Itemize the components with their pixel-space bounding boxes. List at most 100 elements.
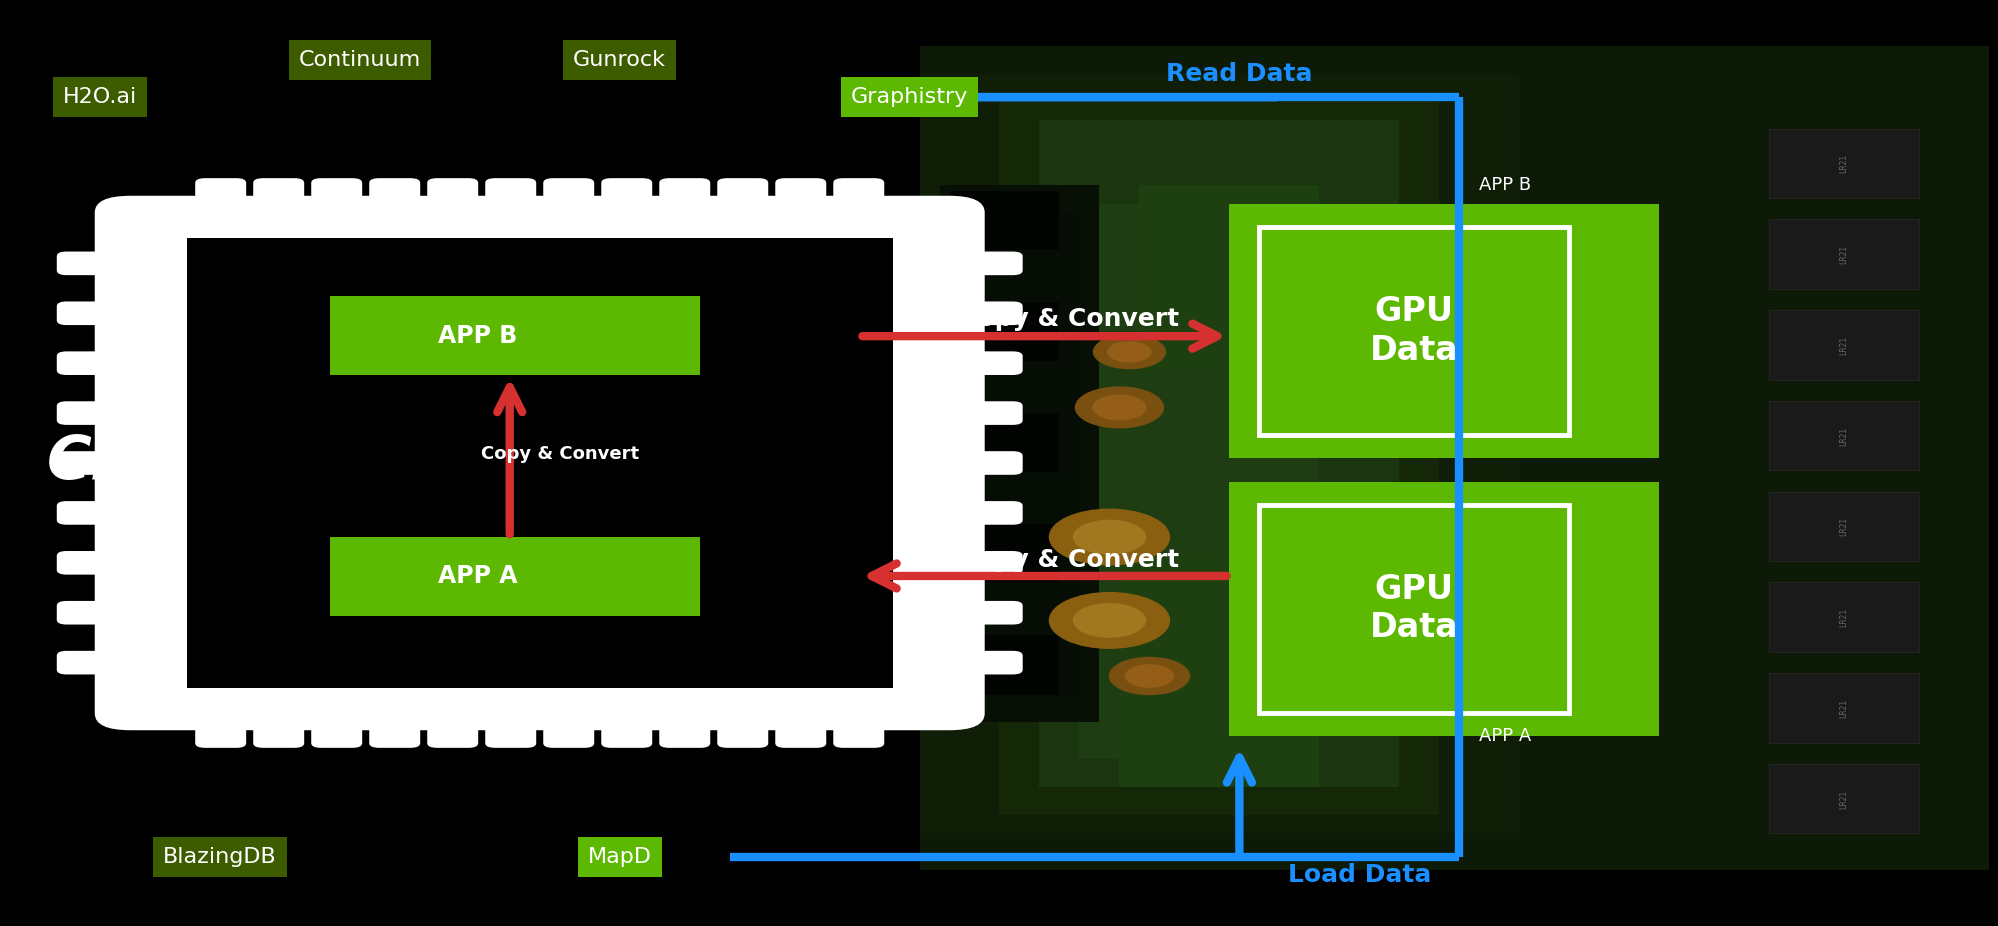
Circle shape [1107, 342, 1151, 362]
Circle shape [1093, 395, 1145, 419]
FancyBboxPatch shape [254, 178, 304, 217]
Text: LR21: LR21 [1838, 336, 1848, 355]
FancyBboxPatch shape [919, 74, 1518, 833]
Text: MapD: MapD [587, 846, 651, 867]
Circle shape [1109, 657, 1189, 694]
Text: LR21: LR21 [1838, 427, 1848, 445]
FancyBboxPatch shape [601, 178, 651, 217]
FancyBboxPatch shape [1768, 219, 1918, 289]
Text: APP B: APP B [438, 324, 517, 347]
FancyBboxPatch shape [370, 709, 420, 748]
Text: APP A: APP A [438, 565, 517, 588]
Text: Continuum: Continuum [298, 50, 422, 70]
FancyBboxPatch shape [949, 412, 1059, 472]
Circle shape [1125, 665, 1173, 687]
Text: Copy & Convert: Copy & Convert [959, 307, 1179, 332]
Text: H2O.ai: H2O.ai [62, 87, 138, 107]
FancyBboxPatch shape [1079, 204, 1319, 759]
FancyBboxPatch shape [601, 709, 651, 748]
FancyBboxPatch shape [717, 709, 767, 748]
FancyBboxPatch shape [1768, 764, 1918, 833]
Text: LR21: LR21 [1838, 518, 1848, 536]
FancyBboxPatch shape [949, 634, 1059, 694]
FancyBboxPatch shape [959, 213, 1079, 694]
FancyBboxPatch shape [56, 302, 140, 325]
FancyBboxPatch shape [254, 709, 304, 748]
FancyBboxPatch shape [1229, 482, 1658, 736]
Text: CPU: CPU [46, 433, 186, 493]
Text: LR21: LR21 [1838, 155, 1848, 173]
FancyBboxPatch shape [939, 351, 1023, 375]
FancyBboxPatch shape [1259, 505, 1568, 713]
Circle shape [1049, 593, 1169, 648]
FancyBboxPatch shape [939, 252, 1023, 275]
Text: APP B: APP B [1479, 177, 1530, 194]
FancyBboxPatch shape [312, 178, 362, 217]
FancyBboxPatch shape [939, 601, 1023, 624]
Text: GPU
Data: GPU Data [1369, 573, 1459, 644]
Text: LR21: LR21 [1838, 245, 1848, 264]
FancyBboxPatch shape [939, 451, 1023, 475]
FancyBboxPatch shape [1768, 310, 1918, 380]
FancyBboxPatch shape [543, 178, 593, 217]
Text: Gunrock: Gunrock [573, 50, 665, 70]
FancyBboxPatch shape [428, 178, 478, 217]
Circle shape [1073, 520, 1145, 554]
FancyBboxPatch shape [1768, 582, 1918, 652]
FancyBboxPatch shape [939, 401, 1023, 425]
FancyBboxPatch shape [1229, 204, 1658, 458]
FancyBboxPatch shape [56, 501, 140, 525]
FancyBboxPatch shape [56, 401, 140, 425]
Text: LR21: LR21 [1838, 608, 1848, 627]
FancyBboxPatch shape [428, 709, 478, 748]
Circle shape [1075, 387, 1163, 428]
FancyBboxPatch shape [1768, 401, 1918, 470]
Text: APP A: APP A [1479, 728, 1530, 745]
FancyBboxPatch shape [543, 709, 593, 748]
FancyBboxPatch shape [94, 195, 985, 731]
FancyBboxPatch shape [1119, 556, 1319, 787]
Text: LR21: LR21 [1838, 699, 1848, 718]
FancyBboxPatch shape [919, 46, 1988, 870]
FancyBboxPatch shape [717, 178, 767, 217]
FancyBboxPatch shape [1768, 129, 1918, 198]
Text: Graphistry: Graphistry [851, 87, 967, 107]
FancyBboxPatch shape [1768, 492, 1918, 561]
Text: GPU
Data: GPU Data [1369, 295, 1459, 367]
FancyBboxPatch shape [659, 178, 709, 217]
FancyBboxPatch shape [330, 296, 699, 375]
Text: LR21: LR21 [1838, 790, 1848, 808]
FancyBboxPatch shape [1139, 185, 1319, 370]
FancyBboxPatch shape [775, 709, 825, 748]
FancyBboxPatch shape [939, 185, 1099, 722]
FancyBboxPatch shape [56, 601, 140, 624]
FancyBboxPatch shape [949, 523, 1059, 583]
FancyBboxPatch shape [330, 537, 699, 616]
Circle shape [1073, 604, 1145, 637]
FancyBboxPatch shape [56, 551, 140, 575]
FancyBboxPatch shape [833, 709, 883, 748]
FancyBboxPatch shape [486, 178, 535, 217]
Text: Copy & Convert: Copy & Convert [959, 548, 1179, 572]
FancyBboxPatch shape [939, 651, 1023, 674]
FancyBboxPatch shape [56, 651, 140, 674]
FancyBboxPatch shape [659, 709, 709, 748]
Text: Read Data: Read Data [1165, 62, 1313, 86]
FancyBboxPatch shape [949, 190, 1059, 250]
FancyBboxPatch shape [833, 178, 883, 217]
FancyBboxPatch shape [56, 351, 140, 375]
FancyBboxPatch shape [939, 551, 1023, 575]
Text: BlazingDB: BlazingDB [164, 846, 276, 867]
Text: Copy & Convert: Copy & Convert [480, 444, 639, 463]
FancyBboxPatch shape [312, 709, 362, 748]
Circle shape [1049, 509, 1169, 565]
FancyBboxPatch shape [999, 93, 1439, 815]
FancyBboxPatch shape [1039, 120, 1399, 787]
FancyBboxPatch shape [1768, 673, 1918, 743]
FancyBboxPatch shape [186, 238, 893, 688]
FancyBboxPatch shape [196, 178, 246, 217]
FancyBboxPatch shape [939, 501, 1023, 525]
FancyBboxPatch shape [370, 178, 420, 217]
Text: Load Data: Load Data [1287, 863, 1431, 887]
FancyBboxPatch shape [775, 178, 825, 217]
